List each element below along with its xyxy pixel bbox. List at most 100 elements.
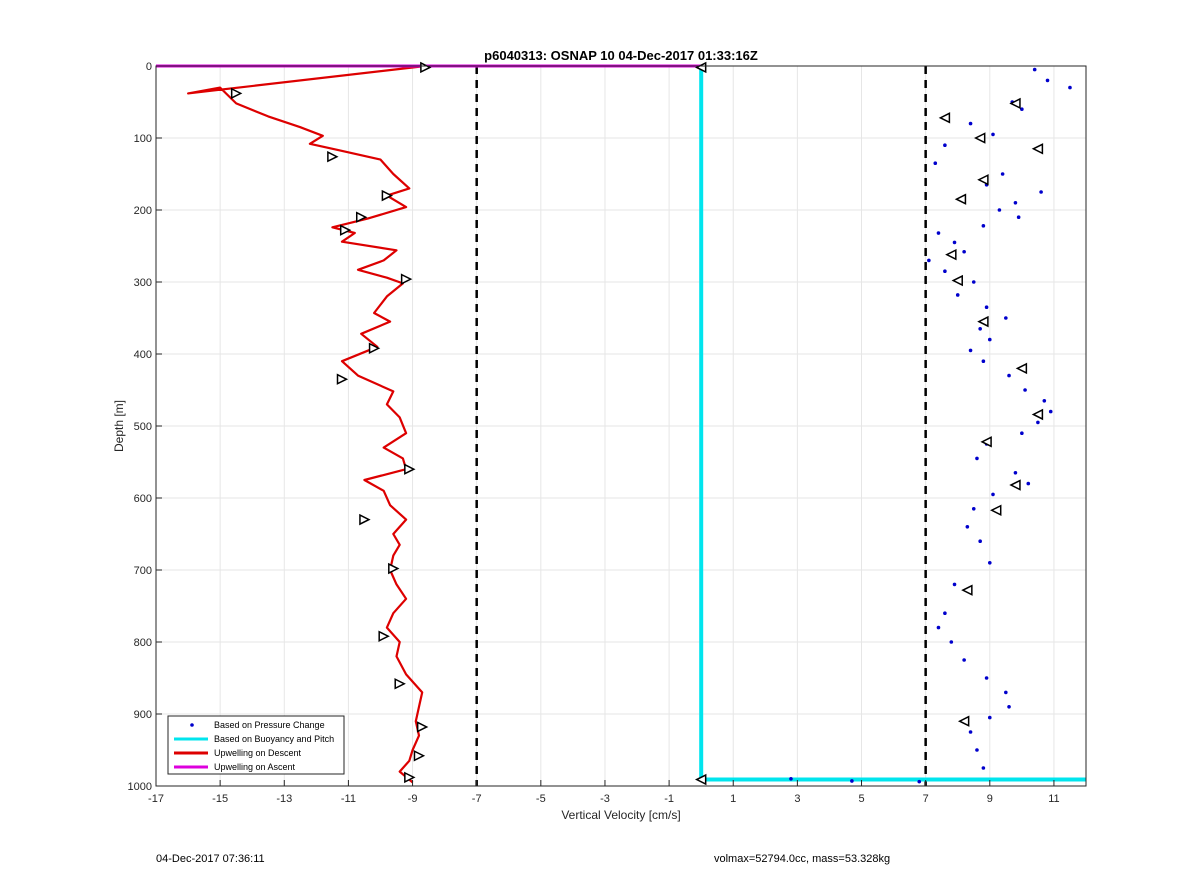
x-tick-label: -11 <box>341 793 356 805</box>
triangle-marker <box>381 189 394 202</box>
triangle-marker <box>938 112 951 124</box>
x-tick-label: -5 <box>536 793 546 805</box>
triangle-marker <box>961 584 973 596</box>
triangle-marker <box>990 504 1002 516</box>
x-tick-label: 11 <box>1048 793 1059 805</box>
triangle-marker <box>394 678 406 690</box>
series-line <box>187 64 426 784</box>
legend-label: Based on Pressure Change <box>214 720 325 730</box>
x-tick-label: 5 <box>858 793 864 805</box>
data-point <box>968 730 973 734</box>
x-tick-label: -9 <box>408 793 418 805</box>
triangle-marker <box>413 750 426 762</box>
data-point <box>978 539 982 543</box>
triangle-marker <box>339 224 352 236</box>
y-axis-label: Depth [m] <box>112 400 126 452</box>
data-point <box>981 359 986 364</box>
y-tick-label: 600 <box>134 493 152 505</box>
y-tick-label: 1000 <box>128 781 152 793</box>
data-point <box>933 161 938 165</box>
data-point <box>965 525 970 529</box>
data-point <box>1039 190 1043 194</box>
y-tick-label: 500 <box>134 421 152 433</box>
triangle-marker <box>977 315 989 328</box>
data-point <box>1042 399 1047 403</box>
legend: Based on Pressure Change Based on Buoyanc… <box>167 715 345 775</box>
data-point <box>981 766 986 770</box>
triangle-marker <box>420 61 432 74</box>
triangle-marker <box>1031 143 1044 155</box>
data-point <box>952 240 957 245</box>
data-point <box>971 507 976 511</box>
chart-title: p6040313: OSNAP 10 04-Dec-2017 01:33:16Z <box>484 48 758 63</box>
data-point <box>991 132 995 137</box>
footer-timestamp: 04-Dec-2017 07:36:11 <box>156 853 265 865</box>
triangle-marker <box>400 273 413 285</box>
data-point <box>943 143 947 147</box>
data-point <box>981 224 986 228</box>
triangle-marker <box>957 715 970 727</box>
data-point <box>1016 215 1021 219</box>
data-point <box>984 676 989 680</box>
data-point <box>949 640 954 644</box>
triangle-marker <box>1009 97 1021 110</box>
legend-swatch <box>190 723 194 727</box>
data-point <box>1023 388 1027 392</box>
data-point <box>936 625 941 630</box>
x-tick-label: 9 <box>987 793 993 805</box>
x-tick-label: -17 <box>148 793 164 805</box>
x-tick-label: -7 <box>472 793 482 805</box>
triangle-marker <box>388 562 400 575</box>
data-point <box>962 249 966 254</box>
data-point <box>927 258 931 263</box>
x-tick-label: -13 <box>276 793 292 805</box>
data-point <box>1004 316 1008 320</box>
triangle-marker <box>404 771 416 784</box>
triangle-marker <box>230 87 243 100</box>
data-point <box>917 779 922 784</box>
y-tick-label: 0 <box>146 61 152 73</box>
data-point <box>991 492 995 497</box>
triangle-marker <box>327 151 339 163</box>
triangle-marker <box>694 61 707 74</box>
data-point <box>850 779 854 783</box>
y-tick-label: 900 <box>134 709 152 721</box>
legend-label: Upwelling on Ascent <box>214 762 296 772</box>
x-tick-label: 3 <box>794 793 800 805</box>
data-point <box>968 121 973 126</box>
data-point <box>1068 85 1072 90</box>
legend-label: Upwelling on Descent <box>214 748 302 758</box>
x-tick-label: -3 <box>600 793 610 805</box>
triangle-marker <box>951 274 963 287</box>
x-tick-label: -15 <box>212 793 228 805</box>
axis-ticks: -17 -15 -13 -11 -9 -7 -5 -3 -1 1 3 5 7 9 1101002003004… <box>128 61 1060 805</box>
triangle-marker <box>336 373 349 385</box>
data-point <box>987 337 992 342</box>
legend-box <box>167 715 345 775</box>
data-point <box>936 231 941 235</box>
data-point <box>975 456 979 461</box>
data-point <box>955 293 960 297</box>
data-point <box>984 305 989 310</box>
triangle-marker <box>954 193 967 205</box>
triangle-marker <box>1009 479 1021 491</box>
data-point <box>997 208 1002 212</box>
data-point <box>962 658 966 662</box>
data-point <box>975 748 979 752</box>
data-point <box>1048 409 1053 414</box>
reference-lines <box>475 66 927 786</box>
triangle-marker <box>355 211 368 223</box>
data-point <box>1013 471 1018 475</box>
x-axis-label: Vertical Velocity [cm/s] <box>561 808 680 822</box>
data-point <box>987 561 992 565</box>
data-point <box>789 777 793 781</box>
y-tick-label: 800 <box>134 637 152 649</box>
data-point <box>943 269 947 274</box>
data-point <box>1000 172 1005 176</box>
data-point <box>1036 420 1040 425</box>
legend-label: Based on Buoyancy and Pitch <box>214 734 334 744</box>
triangle-marker <box>1031 408 1044 421</box>
triangle-marker <box>980 436 992 448</box>
data-point <box>987 715 992 720</box>
